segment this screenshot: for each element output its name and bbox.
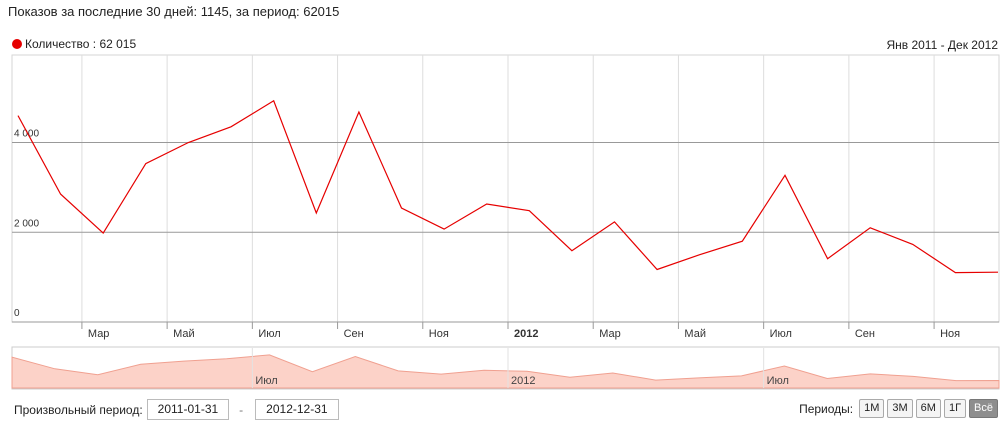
date-separator: -	[239, 402, 244, 417]
x-tick-label: Сен	[344, 328, 364, 340]
navigator-area	[11, 354, 1000, 389]
x-tick-label: Ноя	[940, 328, 960, 340]
x-axis-ticks	[81, 322, 935, 329]
navigator-label: Июл	[255, 375, 277, 387]
legend-label: Количество : 62 015	[25, 37, 137, 51]
vertical-gridlines	[81, 55, 935, 322]
x-tick-label: Июл	[770, 328, 792, 340]
date-to-input[interactable]: 2012-12-31	[255, 399, 339, 420]
x-tick-label: 2012	[514, 328, 538, 340]
navigator-label: Июл	[767, 375, 789, 387]
x-tick-label: Ноя	[429, 328, 449, 340]
x-tick-label: Мар	[599, 328, 621, 340]
x-tick-label: Июл	[258, 328, 280, 340]
custom-period-label: Произвольный период:	[14, 402, 143, 417]
x-tick-label: Май	[684, 328, 706, 340]
custom-period-group: Произвольный период: 2011-01-31 - 2012-1…	[14, 399, 339, 420]
plot-area	[11, 54, 1000, 323]
period-button-1y[interactable]: 1Г	[943, 399, 967, 418]
y-axis-labels: 0 2 000 4 000	[14, 129, 39, 319]
period-button-3m[interactable]: 3М	[887, 399, 913, 418]
date-range-label: Янв 2011 - Дек 2012	[886, 38, 998, 52]
horizontal-gridlines	[12, 142, 999, 233]
chart-legend[interactable]: Количество : 62 015	[12, 37, 136, 51]
stats-summary: Показов за последние 30 дней: 1145, за п…	[8, 4, 340, 19]
legend-marker-icon	[12, 39, 22, 49]
x-tick-label: Май	[173, 328, 195, 340]
line-chart[interactable]: 0 2 000 4 000 Мар Май Июл Сен Ноя 2012 Мар Май Июл…	[0, 0, 1006, 396]
period-button-all[interactable]: Всё	[969, 399, 998, 418]
y-tick-label: 0	[14, 308, 20, 319]
x-tick-label: Мар	[88, 328, 110, 340]
navigator-labels: Июл 2012 Июл	[251, 348, 789, 388]
x-tick-label: Сен	[855, 328, 875, 340]
period-button-6m[interactable]: 6М	[915, 399, 941, 418]
y-tick-label: 2 000	[14, 218, 39, 229]
periods-label: Периоды:	[799, 401, 854, 416]
series-line-kolichestvo[interactable]	[17, 99, 999, 274]
periods-group: Периоды: 1М 3М 6М 1Г Всё	[799, 399, 998, 418]
y-tick-label: 4 000	[14, 129, 39, 140]
date-from-input[interactable]: 2011-01-31	[146, 399, 230, 420]
period-button-1m[interactable]: 1М	[859, 399, 885, 418]
navigator-label: 2012	[511, 375, 535, 387]
x-axis-labels: Мар Май Июл Сен Ноя 2012 Мар Май Июл Сен Ноя	[88, 328, 960, 340]
